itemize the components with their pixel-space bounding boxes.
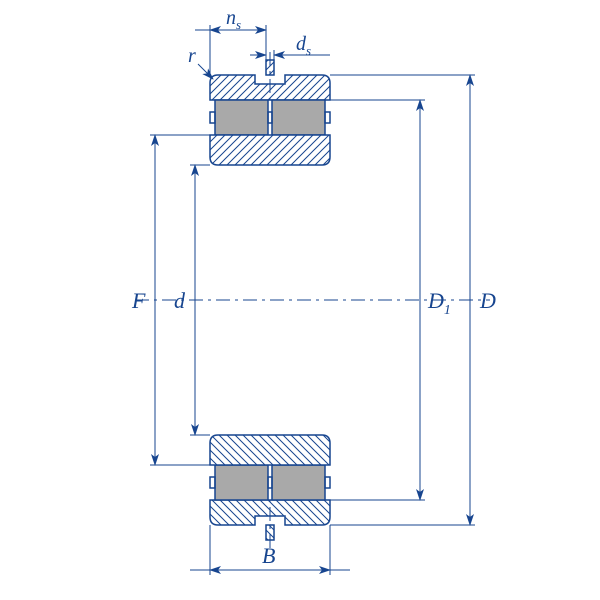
label-B: B [262, 543, 275, 568]
roller-top-left [215, 100, 268, 135]
cage-top-mid [268, 112, 272, 123]
bearing-cross-section-diagram: F d D1 D B ns ds [0, 0, 600, 600]
label-D1: D1 [427, 288, 451, 318]
bearing-bottom-half [210, 435, 330, 548]
inner-ring-top [210, 135, 330, 165]
bearing-top-half [210, 52, 330, 165]
label-ns: ns [226, 7, 241, 32]
cage-top-left [210, 112, 215, 123]
cage-top-right [325, 112, 330, 123]
label-d: d [174, 288, 186, 313]
dim-ns: ns [195, 7, 266, 75]
label-F: F [131, 288, 146, 313]
label-ds: ds [296, 33, 311, 58]
label-r: r [188, 45, 196, 67]
dim-r: r [188, 45, 213, 79]
roller-top-right [272, 100, 325, 135]
label-D: D [479, 288, 496, 313]
dim-ds: ds [250, 33, 330, 60]
